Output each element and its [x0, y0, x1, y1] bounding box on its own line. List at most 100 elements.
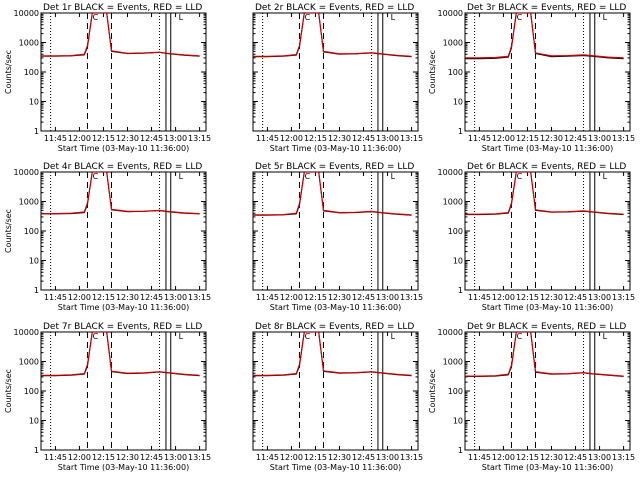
- x-tick-label: 12:00: [68, 134, 91, 143]
- x-tick-label: 12:15: [304, 453, 327, 462]
- x-tick-label: 13:00: [164, 293, 187, 302]
- series-line: [465, 332, 624, 377]
- series-line: [253, 172, 412, 216]
- y-tick-label: 10: [29, 417, 39, 426]
- x-tick-label: 12:00: [280, 134, 303, 143]
- x-tick-label: 13:00: [588, 293, 611, 302]
- c-marker-label: C: [517, 13, 523, 22]
- x-axis-label: Start Time (03-May-10 11:36:00): [482, 144, 613, 153]
- y-tick-label: 1: [458, 446, 463, 455]
- x-tick-label: 12:45: [564, 293, 587, 302]
- plot-frame: [252, 171, 419, 291]
- x-axis-label: Start Time (03-May-10 11:36:00): [270, 144, 401, 153]
- x-tick-label: 12:30: [116, 293, 139, 302]
- l-marker-label: L: [391, 172, 396, 181]
- chart-title: Det 9r BLACK = Events, RED = LLD: [467, 322, 626, 332]
- x-axis-label: Start Time (03-May-10 11:36:00): [58, 144, 189, 153]
- x-tick-label: 13:15: [400, 453, 423, 462]
- x-axis-label: Start Time (03-May-10 11:36:00): [270, 303, 401, 312]
- x-tick-label: 13:15: [188, 134, 211, 143]
- series-line: [253, 13, 412, 57]
- chart-title: Det 2r BLACK = Events, RED = LLD: [255, 3, 414, 13]
- x-axis-label: Start Time (03-May-10 11:36:00): [58, 303, 189, 312]
- x-tick-label: 12:15: [304, 134, 327, 143]
- x-tick-label: 12:45: [352, 134, 375, 143]
- x-tick-label: 13:15: [400, 134, 423, 143]
- y-tick-label: 10: [453, 417, 463, 426]
- x-tick-label: 12:00: [68, 293, 91, 302]
- x-tick-label: 12:30: [328, 293, 351, 302]
- series-line: [253, 332, 412, 376]
- x-tick-label: 12:15: [516, 453, 539, 462]
- x-tick-label: 12:45: [140, 293, 163, 302]
- x-tick-label: 12:00: [68, 453, 91, 462]
- y-tick-label: 100: [448, 227, 463, 236]
- x-tick-label: 13:15: [612, 134, 635, 143]
- y-axis-label: Counts/sec: [428, 369, 437, 413]
- x-tick-label: 12:15: [516, 134, 539, 143]
- c-marker-label: C: [305, 13, 311, 22]
- y-tick-label: 10: [453, 257, 463, 266]
- y-tick-label: 10000: [438, 168, 463, 177]
- x-tick-label: 13:00: [376, 134, 399, 143]
- x-tick-label: 12:30: [540, 293, 563, 302]
- series-line: [253, 172, 412, 216]
- y-tick-label: 10: [29, 98, 39, 107]
- x-tick-label: 13:15: [612, 453, 635, 462]
- x-tick-label: 12:15: [92, 134, 115, 143]
- y-tick-label: 10000: [14, 328, 39, 337]
- series-line: [465, 332, 624, 377]
- plot-frame: [40, 171, 207, 291]
- x-tick-label: 11:45: [44, 453, 67, 462]
- y-tick-label: 1000: [19, 358, 39, 367]
- x-tick-label: 12:30: [328, 134, 351, 143]
- plot-frame: [40, 331, 207, 451]
- c-marker-label: C: [93, 332, 99, 341]
- y-axis-label: Counts/sec: [4, 50, 13, 94]
- x-axis-label: Start Time (03-May-10 11:36:00): [58, 463, 189, 472]
- x-tick-label: 12:30: [540, 134, 563, 143]
- series-line: [41, 172, 200, 215]
- x-tick-label: 12:00: [280, 293, 303, 302]
- plot-frame: [252, 331, 419, 451]
- l-marker-label: L: [391, 13, 396, 22]
- y-tick-label: 1: [458, 127, 463, 136]
- chart-title: Det 6r BLACK = Events, RED = LLD: [467, 162, 626, 172]
- x-tick-label: 11:45: [44, 134, 67, 143]
- plot-frame: [464, 171, 631, 291]
- y-tick-label: 100: [448, 387, 463, 396]
- x-tick-label: 12:45: [140, 134, 163, 143]
- series-line: [41, 332, 200, 377]
- series-line: [41, 13, 200, 57]
- x-tick-label: 12:15: [304, 293, 327, 302]
- y-tick-label: 100: [24, 227, 39, 236]
- x-tick-label: 11:45: [256, 293, 279, 302]
- series-line: [41, 332, 200, 376]
- x-tick-label: 11:45: [468, 293, 491, 302]
- l-marker-label: L: [179, 13, 184, 22]
- plot-frame: [252, 12, 419, 132]
- l-marker-label: L: [391, 332, 396, 341]
- y-tick-label: 1000: [443, 39, 463, 48]
- x-tick-label: 12:30: [116, 453, 139, 462]
- c-marker-label: C: [93, 172, 99, 181]
- x-tick-label: 13:00: [588, 453, 611, 462]
- x-tick-label: 12:30: [328, 453, 351, 462]
- x-tick-label: 11:45: [44, 293, 67, 302]
- x-axis-label: Start Time (03-May-10 11:36:00): [482, 303, 613, 312]
- x-tick-label: 12:00: [280, 453, 303, 462]
- x-tick-label: 11:45: [256, 453, 279, 462]
- chart-title: Det 1r BLACK = Events, RED = LLD: [43, 3, 202, 13]
- y-tick-label: 10000: [438, 328, 463, 337]
- plot-frame: [464, 331, 631, 451]
- x-tick-label: 12:00: [492, 134, 515, 143]
- x-tick-label: 11:45: [256, 134, 279, 143]
- x-tick-label: 12:45: [140, 453, 163, 462]
- x-tick-label: 13:00: [164, 453, 187, 462]
- x-tick-label: 11:45: [468, 134, 491, 143]
- y-tick-label: 1: [34, 446, 39, 455]
